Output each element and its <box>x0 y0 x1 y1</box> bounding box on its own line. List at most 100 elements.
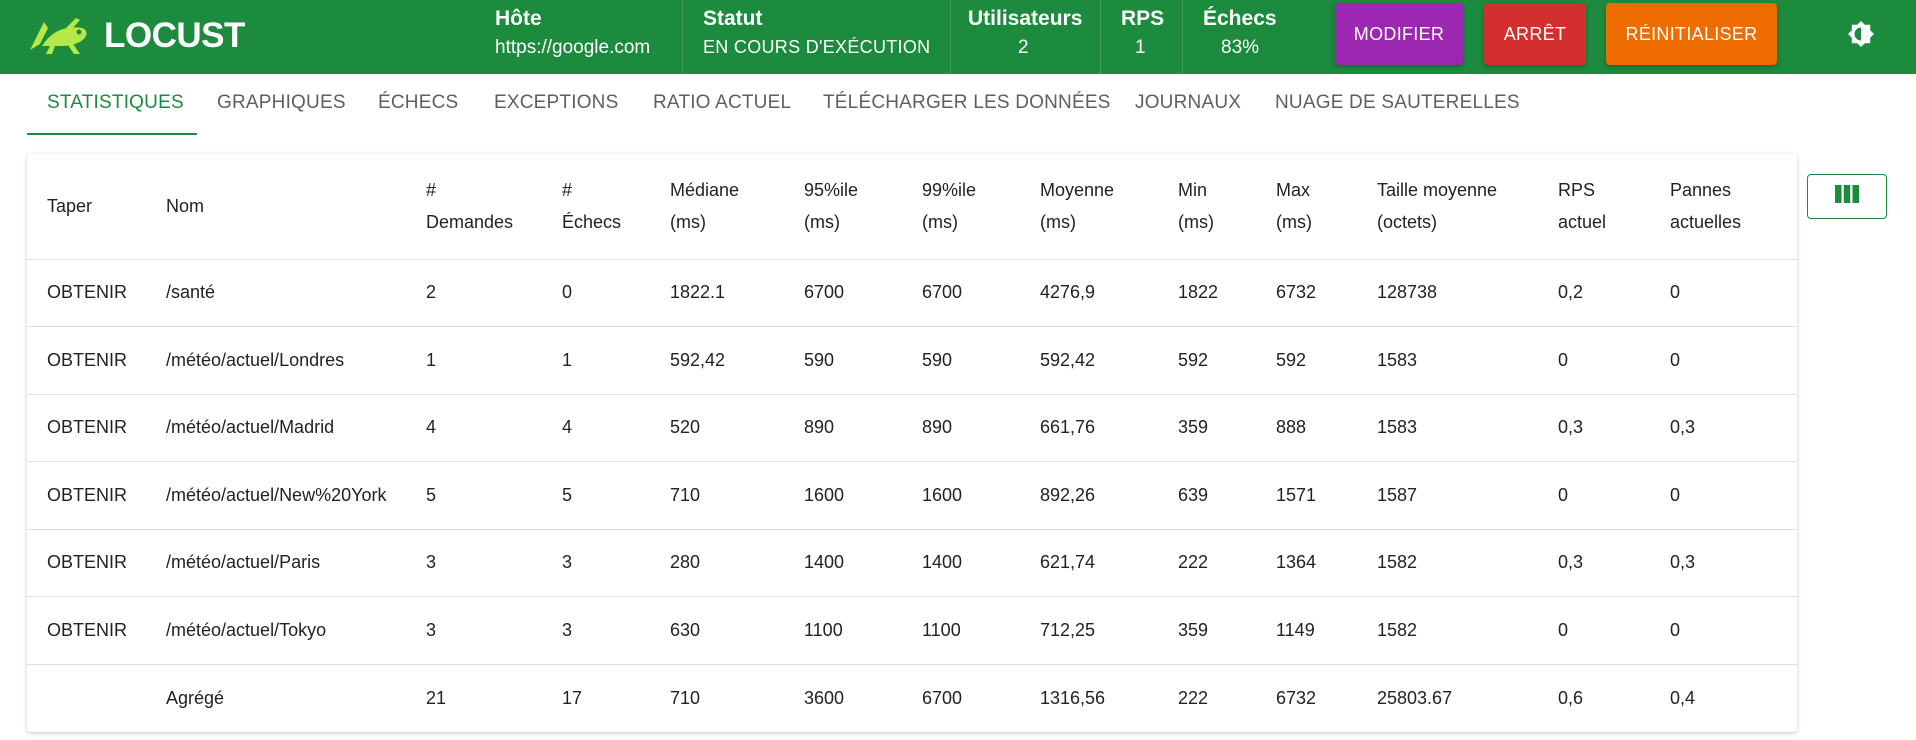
table-cell: 710 <box>670 687 701 708</box>
table-cell: 0 <box>1650 596 1797 665</box>
table-cell: 1583 <box>1357 326 1538 395</box>
header-line: Max <box>1276 180 1311 201</box>
column-header-name[interactable]: Nom <box>146 154 406 260</box>
table-cell: 6732 <box>1256 259 1357 327</box>
stat-rps: RPS 1 <box>1100 0 1182 74</box>
table-cell: 0,6 <box>1558 687 1584 708</box>
tab-charts[interactable]: GRAPHIQUES <box>217 92 346 113</box>
header-line: actuel <box>1558 212 1607 233</box>
header-line: Taper <box>47 196 93 217</box>
table-row-aggregated: Agrégé 21 17 710 3600 6700 1316,56 222 6… <box>27 664 1797 732</box>
header-line: 99%ile <box>922 180 977 201</box>
top-header: LOCUST Hôte https://google.com Statut EN… <box>0 0 1916 74</box>
table-cell: 0 <box>1538 326 1650 395</box>
stat-divider <box>950 0 951 74</box>
table-cell: 1587 <box>1357 461 1538 530</box>
stat-status-label: Statut <box>703 7 763 30</box>
column-header-requests[interactable]: # Demandes <box>406 154 542 260</box>
table-cell: 630 <box>650 596 784 665</box>
table-cell: 2 <box>406 259 542 327</box>
table-row: OBTENIR /météo/actuel/Tokyo 3 3 630 1100… <box>27 596 1797 665</box>
column-header-type[interactable]: Taper <box>27 154 146 260</box>
table-cell: 890 <box>784 394 902 462</box>
locust-logo-icon <box>26 16 94 56</box>
table-cell: 0,3 <box>1538 394 1650 462</box>
column-selector-button[interactable] <box>1807 174 1887 219</box>
header-line: 95%ile <box>804 180 859 201</box>
table-cell: 0,3 <box>1538 529 1650 597</box>
main-tabs: STATISTIQUES GRAPHIQUES ÉCHECS EXCEPTION… <box>27 74 1887 135</box>
tab-download-data[interactable]: TÉLÉCHARGER LES DONNÉES <box>823 92 1111 113</box>
brightness-icon <box>1846 19 1876 54</box>
tab-exceptions[interactable]: EXCEPTIONS <box>494 92 619 113</box>
table-row: OBTENIR /santé 2 0 1822.1 6700 6700 4276… <box>27 259 1797 327</box>
table-cell: 1400 <box>902 529 1020 597</box>
column-header-failures[interactable]: # Échecs <box>542 154 650 260</box>
view-column-icon <box>1835 185 1859 208</box>
column-header-current-rps[interactable]: RPS actuel <box>1538 154 1650 260</box>
table-cell: 1600 <box>902 461 1020 530</box>
table-cell: 1 <box>406 326 542 395</box>
stat-host-label: Hôte <box>495 7 542 30</box>
table-cell: 1582 <box>1357 529 1538 597</box>
column-header-average[interactable]: Moyenne (ms) <box>1020 154 1158 260</box>
stat-failures-label: Échecs <box>1203 7 1277 30</box>
stat-failures: Échecs 83% <box>1182 0 1312 74</box>
tab-logs[interactable]: JOURNAUX <box>1135 92 1242 113</box>
table-cell: 0,2 <box>1538 259 1650 327</box>
stop-button[interactable]: ARRÊT <box>1484 3 1586 65</box>
table-cell: Agrégé <box>166 687 225 708</box>
stat-users: Utilisateurs 2 <box>950 0 1100 74</box>
reset-button[interactable]: RÉINITIALISER <box>1606 3 1777 65</box>
tab-current-ratio[interactable]: RATIO ACTUEL <box>653 92 792 113</box>
table-cell: 4276,9 <box>1020 259 1158 327</box>
column-header-p99[interactable]: 99%ile (ms) <box>902 154 1020 260</box>
table-cell: 592 <box>1256 326 1357 395</box>
column-header-avg-size[interactable]: Taille moyenne (octets) <box>1357 154 1538 260</box>
edit-button[interactable]: MODIFIER <box>1335 3 1463 65</box>
column-header-p95[interactable]: 95%ile (ms) <box>784 154 902 260</box>
table-cell: OBTENIR <box>27 529 146 597</box>
table-cell: 3600 <box>804 687 845 708</box>
table-cell: 6700 <box>922 687 963 708</box>
column-header-min[interactable]: Min (ms) <box>1158 154 1256 260</box>
table-cell <box>27 664 146 732</box>
header-line: (ms) <box>1040 212 1076 233</box>
table-cell: OBTENIR <box>27 259 146 327</box>
table-cell: 0 <box>1650 461 1797 530</box>
table-cell: 5 <box>542 461 650 530</box>
table-cell: 280 <box>650 529 784 597</box>
table-cell: 520 <box>650 394 784 462</box>
table-cell: 3 <box>406 529 542 597</box>
header-line: # <box>562 180 573 201</box>
header-line: Taille moyenne <box>1377 180 1498 201</box>
table-cell: 0 <box>1538 461 1650 530</box>
table-cell: OBTENIR <box>27 461 146 530</box>
table-row: OBTENIR /météo/actuel/New%20York 5 5 710… <box>27 461 1797 530</box>
table-cell: 0 <box>1650 326 1797 395</box>
table-cell: 6700 <box>902 259 1020 327</box>
table-cell: 590 <box>902 326 1020 395</box>
table-row: OBTENIR /météo/actuel/Madrid 4 4 520 890… <box>27 394 1797 462</box>
stat-host-value: https://google.com <box>495 37 651 58</box>
header-line: Moyenne <box>1040 180 1115 201</box>
table-cell: /météo/actuel/Tokyo <box>146 596 406 665</box>
locust-logo[interactable]: LOCUST <box>26 16 245 56</box>
statistics-table-card: Taper Nom # Demandes # Échecs Médiane (ms) … <box>27 154 1797 732</box>
column-header-max[interactable]: Max (ms) <box>1256 154 1357 260</box>
header-line: (ms) <box>804 212 840 233</box>
tab-statistics[interactable]: STATISTIQUES <box>27 74 197 135</box>
theme-toggle-button[interactable] <box>1843 18 1879 54</box>
table-cell: 0,3 <box>1650 394 1797 462</box>
column-header-current-failures[interactable]: Pannes actuelles <box>1650 154 1797 260</box>
column-header-median[interactable]: Médiane (ms) <box>650 154 784 260</box>
table-header-row: Taper Nom # Demandes # Échecs Médiane (ms) … <box>27 154 1797 260</box>
statistics-table: Taper Nom # Demandes # Échecs Médiane (ms) … <box>27 154 1797 732</box>
tab-failures[interactable]: ÉCHECS <box>378 92 459 113</box>
table-cell: 0 <box>542 259 650 327</box>
table-cell: 1 <box>542 326 650 395</box>
header-line: Échecs <box>562 212 622 233</box>
table-cell: 3 <box>406 596 542 665</box>
tab-locust-cloud[interactable]: NUAGE DE SAUTERELLES <box>1275 92 1520 113</box>
header-line: RPS <box>1558 180 1596 201</box>
